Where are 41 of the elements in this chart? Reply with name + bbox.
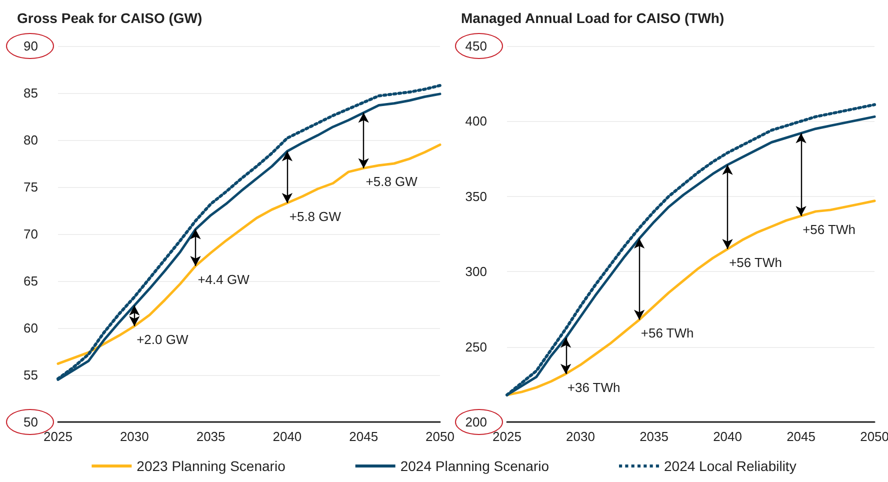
line-series	[56, 143, 442, 365]
y-tick-label: 60	[24, 320, 38, 336]
y-tick-label: 90	[24, 38, 38, 54]
x-tick-label: 2040	[272, 429, 302, 444]
legend-label: 2024 Local Reliability	[664, 458, 796, 474]
annotation: +5.8 GW	[366, 174, 418, 190]
annotation: +56 TWh	[802, 222, 856, 237]
x-tick-label: 2035	[196, 429, 226, 444]
y-tick-label: 80	[24, 132, 38, 148]
annotation: +36 TWh	[567, 380, 620, 395]
y-tick-label: 250	[465, 339, 487, 354]
y-tick-label: 85	[24, 86, 38, 100]
x-tick-label: 2025	[44, 429, 72, 444]
annotation: +2.0 GW	[136, 332, 189, 348]
chart-title: Managed Annual Load for CAISO (TWh)	[461, 10, 724, 26]
x-tick-label: 2040	[713, 429, 742, 444]
y-tick-label: 70	[24, 226, 38, 242]
annotation: +4.4 GW	[198, 272, 250, 287]
annotation: +56 TWh	[729, 255, 782, 270]
y-tick-label: 65	[24, 274, 38, 288]
x-tick-label: 2050	[426, 429, 454, 444]
x-tick-label: 2025	[492, 429, 522, 444]
y-tick-label: 200	[465, 414, 487, 430]
x-tick-label: 2045	[349, 429, 378, 444]
x-tick-label: 2045	[786, 429, 816, 444]
annotation: +56 TWh	[640, 326, 694, 341]
chart-title: Gross Peak for CAISO (GW)	[17, 10, 202, 26]
x-tick-label: 2030	[120, 429, 149, 444]
line-series	[506, 200, 876, 396]
legend-label: 2023 Planning Scenario	[136, 458, 286, 474]
annotation: +5.8 GW	[289, 208, 342, 224]
x-tick-label: 2035	[640, 429, 668, 444]
y-tick-label: 400	[465, 114, 487, 129]
legend-label: 2024 Planning Scenario	[400, 458, 550, 474]
y-tick-label: 300	[465, 264, 487, 280]
y-tick-label: 50	[24, 414, 38, 430]
y-tick-label: 350	[465, 188, 487, 204]
y-tick-label: 75	[24, 180, 38, 194]
y-tick-label: 450	[465, 38, 487, 54]
y-tick-label: 55	[24, 368, 38, 382]
x-tick-label: 2030	[566, 429, 595, 444]
